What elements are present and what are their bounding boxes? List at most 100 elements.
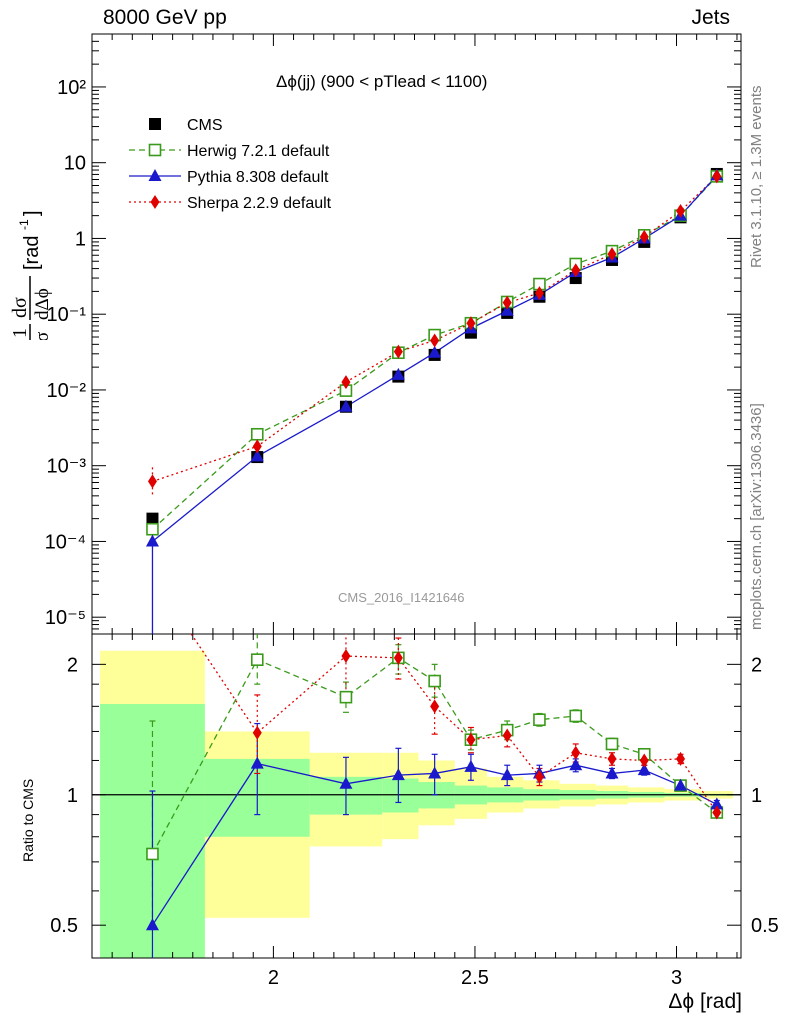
pythia-point	[339, 399, 353, 412]
analysis-watermark: CMS_2016_I1421646	[338, 590, 465, 605]
y-tick-label: 1	[75, 228, 86, 250]
svg-text:σ: σ	[32, 332, 53, 340]
y-axis-label-graphic: 1 σ dσ dΔϕ [rad -1 ]	[9, 210, 53, 342]
plot-title: Δϕ(jj) (900 < pTlead < 1100)	[276, 72, 488, 91]
x-tick-label: 2	[268, 967, 279, 989]
sherpa-point	[393, 344, 403, 359]
pythia-ratio-point	[464, 759, 478, 772]
herwig-legend-label: Herwig 7.2.1 default	[187, 143, 330, 160]
stat-uncertainty-band	[382, 778, 419, 813]
svg-text:-1: -1	[17, 219, 31, 230]
mcplots-source-label: mcplots.cern.ch [arXiv:1306.3436]	[748, 403, 765, 630]
sherpa-point	[607, 247, 617, 262]
y-tick-label: 10⁻⁵	[45, 607, 86, 629]
y-axis-label: 1 σ dσ dΔϕ [rad -1 ]	[0, 190, 60, 342]
pythia-legend-marker	[148, 169, 162, 181]
sherpa-point	[712, 169, 722, 184]
pythia-ratio-point	[428, 766, 442, 779]
sherpa-point	[571, 263, 581, 278]
sherpa-legend-label: Sherpa 2.2.9 default	[187, 195, 332, 212]
sherpa-legend-marker	[150, 195, 160, 209]
herwig-ratio-point	[339, 690, 353, 704]
svg-text:dΔϕ: dΔϕ	[32, 288, 53, 320]
legend: CMS Herwig 7.2.1 default Pythia 8.308 defa…	[129, 117, 332, 212]
header-process-label: Jets	[691, 6, 730, 29]
herwig-point	[250, 427, 264, 441]
pythia-ratio-point	[569, 758, 583, 771]
pythia-ratio-point	[500, 768, 514, 781]
svg-text:1: 1	[9, 328, 31, 338]
sherpa-ratio-point	[466, 732, 476, 747]
cms-legend-label: CMS	[187, 117, 223, 134]
ratio-y-tick-label: 0.5	[50, 915, 78, 937]
pythia-point	[145, 534, 159, 547]
pythia-ratio-point	[391, 768, 405, 781]
sherpa-point	[534, 286, 544, 301]
data-series	[145, 167, 724, 634]
y-tick-label: 10	[64, 153, 86, 175]
rivet-version-label: Rivet 3.1.10, ≥ 1.3M events	[748, 85, 765, 269]
sherpa-point	[676, 204, 686, 219]
sherpa-point	[639, 229, 649, 244]
sherpa-ratio-point	[252, 725, 262, 740]
y-tick-label: 10⁻¹	[47, 304, 87, 326]
x-tick-label: 2.5	[461, 967, 489, 989]
herwig-ratio-point	[250, 653, 264, 666]
sherpa-ratio-point	[676, 751, 686, 766]
axis-ticks	[92, 33, 741, 958]
pythia-point	[500, 303, 514, 316]
ratio-y-tick-label-right: 1	[751, 785, 762, 807]
sherpa-ratio-point	[393, 650, 403, 665]
ratio-plot-frame	[91, 633, 742, 959]
ratio-y-tick-label: 1	[67, 785, 78, 807]
header-energy-label: 8000 GeV pp	[103, 6, 227, 29]
pythia-ratio-point	[339, 776, 353, 789]
ratio-y-tick-label-right: 0.5	[751, 915, 779, 937]
pythia-ratio-point	[710, 797, 724, 810]
svg-text:]: ]	[21, 210, 43, 216]
sherpa-point	[430, 333, 440, 348]
svg-text:dσ: dσ	[9, 297, 31, 318]
y-tick-label: 10⁻²	[47, 380, 87, 402]
y-tick-label: 10⁻³	[47, 456, 87, 478]
pythia-ratio-point	[250, 756, 264, 769]
ratio-uncertainty-bands	[100, 650, 733, 958]
herwig-point	[146, 522, 159, 536]
sherpa-ratio-point	[571, 745, 581, 760]
pythia-ratio-point	[674, 778, 688, 791]
pythia-ratio-point	[605, 766, 619, 779]
cms-point	[146, 512, 159, 525]
sherpa-point	[502, 295, 512, 310]
sherpa-ratio-point	[341, 649, 351, 664]
sherpa-point	[466, 316, 476, 331]
ratio-y-tick-label-right: 2	[751, 654, 762, 676]
sherpa-point	[147, 474, 157, 489]
sherpa-point	[341, 375, 351, 390]
herwig-ratio-point	[569, 709, 583, 723]
pythia-ratio-point	[145, 918, 159, 931]
svg-text:[rad: [rad	[21, 236, 43, 270]
cms-legend-marker	[149, 118, 161, 130]
x-tick-label: 3	[671, 967, 682, 989]
y-tick-label: 10²	[57, 77, 86, 99]
ratio-axis-label: Ratio to CMS	[20, 778, 36, 862]
plot-frames	[91, 33, 742, 959]
pythia-ratio-point	[637, 763, 651, 776]
y-tick-label: 10⁻⁴	[45, 531, 86, 553]
tick-labels: 2 2.5 3 10⁻⁵ 10⁻⁴ 10⁻³ 10⁻² 10⁻¹ 1 10 10² 0.5 0.5 1 1 2…	[45, 77, 779, 989]
sherpa-ratio-point	[430, 699, 440, 714]
pythia-point	[391, 367, 405, 380]
sherpa-point	[252, 439, 262, 454]
herwig-ratio-point	[605, 737, 619, 751]
pythia-point	[428, 345, 442, 358]
ratio-series	[145, 634, 724, 958]
sherpa-ratio-point	[502, 728, 512, 743]
sherpa-ratio-point	[534, 769, 544, 784]
sherpa-ratio-point	[607, 751, 617, 766]
sherpa-ratio-point	[712, 805, 722, 820]
herwig-ratio-point	[146, 847, 159, 861]
herwig-legend-marker	[148, 143, 162, 157]
pythia-point	[250, 449, 264, 462]
herwig-ratio-point	[533, 713, 546, 727]
